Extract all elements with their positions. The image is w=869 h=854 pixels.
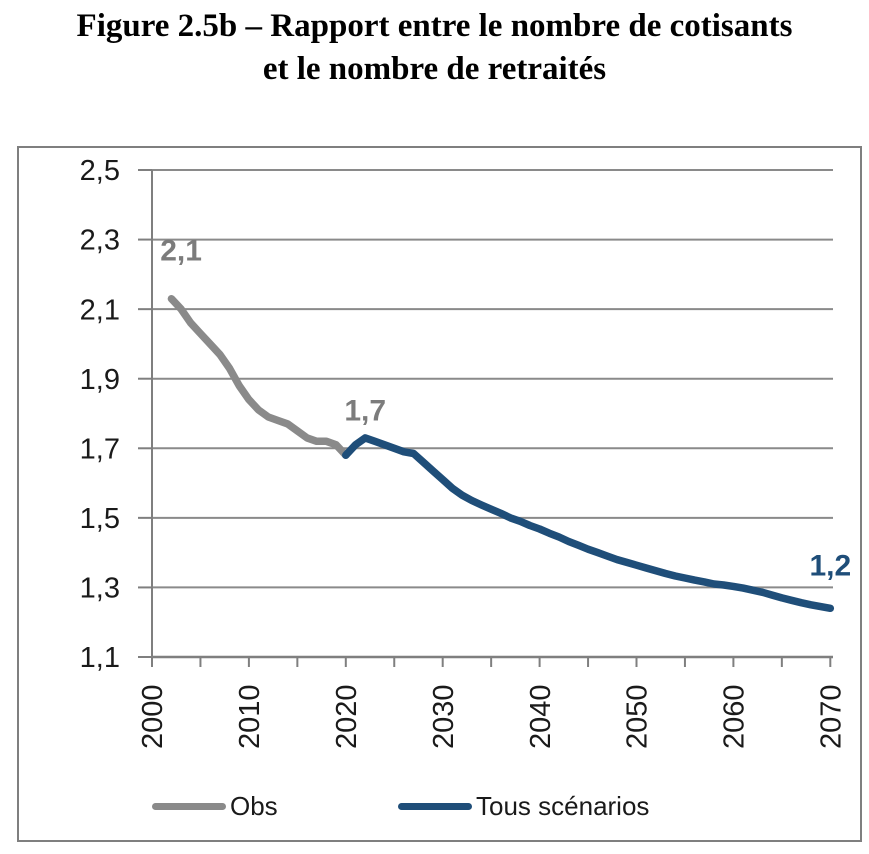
- y-tick-label: 1,1: [80, 642, 120, 674]
- x-tick-label: 2040: [525, 684, 557, 749]
- y-tick-label: 1,5: [80, 503, 120, 535]
- data-label-1-2: 1,2: [809, 549, 851, 582]
- x-tick-label: 2000: [137, 684, 169, 749]
- y-tick-label: 1,7: [80, 433, 120, 465]
- figure-title: Figure 2.5b – Rapport entre le nombre de…: [0, 5, 869, 91]
- data-label-2-1: 2,1: [160, 235, 202, 268]
- y-tick-label: 1,3: [80, 573, 120, 605]
- figure-title-line2: et le nombre de retraités: [262, 51, 607, 87]
- legend-item-tous-scenarios: Tous scénarios: [398, 791, 649, 821]
- chart-svg: 2,5 2,3 2,1 1,9 1,7 1,5 1,3 1,1 2000 2010 2020 2030…: [80, 155, 851, 749]
- data-label-1-7: 1,7: [344, 395, 386, 428]
- x-tick-label: 2050: [622, 684, 654, 749]
- y-tick-label: 1,9: [80, 364, 120, 396]
- x-tick-label: 2030: [428, 684, 460, 749]
- legend-label-obs: Obs: [230, 790, 278, 821]
- chart-area: 2,5 2,3 2,1 1,9 1,7 1,5 1,3 1,1 2000 2010 2020 2030…: [17, 146, 862, 842]
- x-tick-label: 2070: [815, 684, 847, 749]
- y-tick-label: 2,1: [80, 294, 120, 326]
- x-tick-label: 2060: [719, 684, 751, 749]
- x-tick-label: 2020: [331, 684, 363, 749]
- y-tick-label: 2,5: [80, 155, 120, 187]
- legend-label-tous-scenarios: Tous scénarios: [476, 790, 650, 821]
- series-line-tous-scenarios: [342, 434, 835, 613]
- legend-item-obs: Obs: [152, 791, 278, 821]
- figure-title-line1: Figure 2.5b – Rapport entre le nombre de…: [76, 8, 793, 44]
- y-tick-label: 2,3: [80, 225, 120, 257]
- legend-swatch-obs: [152, 802, 226, 810]
- x-tick-label: 2010: [234, 684, 266, 749]
- legend-swatch-tous-scenarios: [398, 802, 472, 810]
- series-line-obs: [167, 294, 350, 459]
